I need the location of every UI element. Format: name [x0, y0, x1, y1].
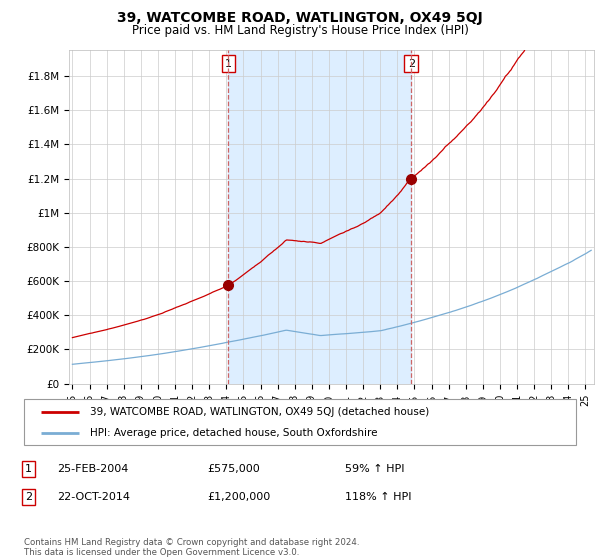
- Text: Price paid vs. HM Land Registry's House Price Index (HPI): Price paid vs. HM Land Registry's House …: [131, 24, 469, 36]
- Text: HPI: Average price, detached house, South Oxfordshire: HPI: Average price, detached house, Sout…: [90, 428, 378, 438]
- Text: 1: 1: [25, 464, 32, 474]
- Text: 39, WATCOMBE ROAD, WATLINGTON, OX49 5QJ: 39, WATCOMBE ROAD, WATLINGTON, OX49 5QJ: [117, 11, 483, 25]
- Text: Contains HM Land Registry data © Crown copyright and database right 2024.
This d: Contains HM Land Registry data © Crown c…: [24, 538, 359, 557]
- Text: 2: 2: [25, 492, 32, 502]
- Text: 1: 1: [225, 59, 232, 69]
- Bar: [229, 50, 411, 384]
- Text: 22-OCT-2014: 22-OCT-2014: [57, 492, 130, 502]
- Text: 118% ↑ HPI: 118% ↑ HPI: [345, 492, 412, 502]
- Text: £1,200,000: £1,200,000: [207, 492, 270, 502]
- Text: 39, WATCOMBE ROAD, WATLINGTON, OX49 5QJ (detached house): 39, WATCOMBE ROAD, WATLINGTON, OX49 5QJ …: [90, 407, 430, 417]
- Text: £575,000: £575,000: [207, 464, 260, 474]
- Text: 25-FEB-2004: 25-FEB-2004: [57, 464, 128, 474]
- Text: 2: 2: [407, 59, 415, 69]
- FancyBboxPatch shape: [24, 399, 576, 445]
- Text: 59% ↑ HPI: 59% ↑ HPI: [345, 464, 404, 474]
